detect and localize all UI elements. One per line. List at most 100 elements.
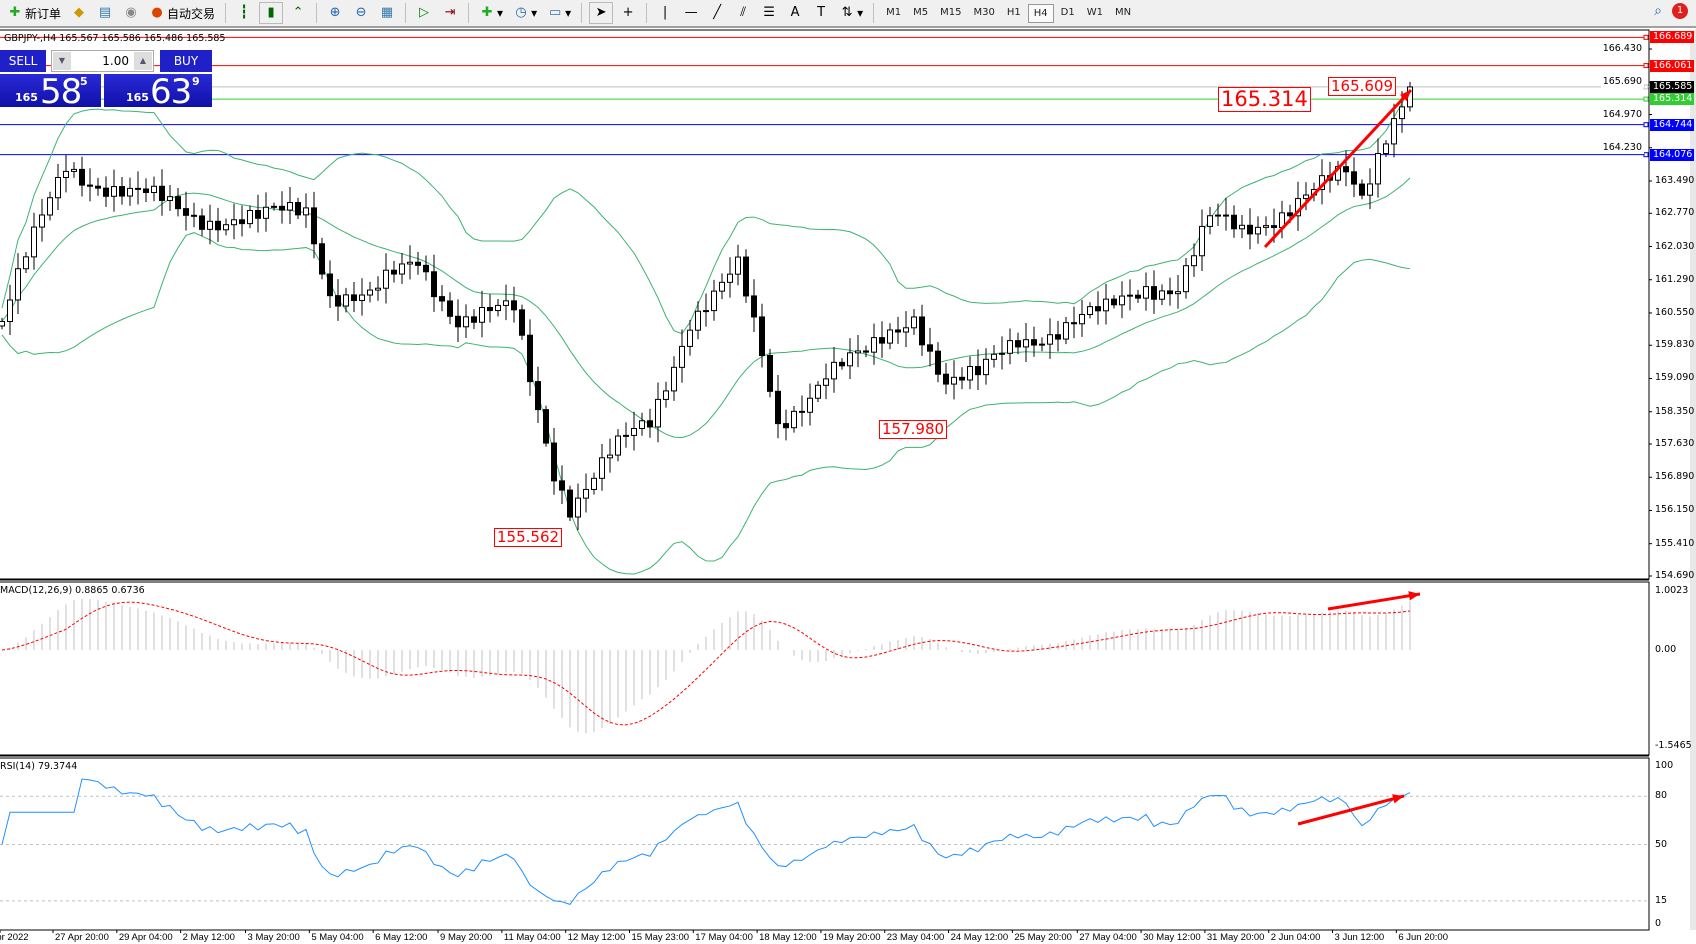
candle <box>911 316 917 329</box>
timeframe-d1[interactable]: D1 <box>1060 6 1075 18</box>
timeframe-m1[interactable]: M1 <box>886 6 902 18</box>
candlestick-button[interactable]: ▮ <box>259 2 284 24</box>
horizontal-line-button[interactable]: — <box>680 2 702 24</box>
candle <box>47 197 53 216</box>
candle <box>647 420 653 428</box>
periods-button[interactable]: ◷ ▾ <box>510 2 540 24</box>
timeframe-h1[interactable]: H1 <box>1006 6 1021 18</box>
zoom-out-button[interactable]: ⊖ <box>350 2 372 24</box>
time-axis-label: 12 May 12:00 <box>567 932 626 943</box>
candle <box>863 350 869 353</box>
autoscroll-button[interactable]: ▷ <box>413 2 435 24</box>
trendline-button[interactable]: ╱ <box>706 2 728 24</box>
candle <box>111 186 117 197</box>
navigator-button[interactable]: ▤ <box>94 2 116 24</box>
candle <box>1367 183 1373 196</box>
candle <box>423 264 429 273</box>
crosshair-icon: + <box>622 5 634 20</box>
candle <box>663 390 669 400</box>
price-axis-label: 156.890 <box>1655 471 1695 483</box>
candle <box>431 271 437 298</box>
text-button[interactable]: A <box>784 2 806 24</box>
chart-shift-button[interactable]: ⇥ <box>439 2 461 24</box>
price-line-tag: 165.585 <box>1650 80 1694 93</box>
price-callout[interactable]: 165.609 <box>1328 77 1397 96</box>
crosshair-button[interactable]: + <box>617 2 639 24</box>
arrows-button[interactable]: ⇅ ▾ <box>836 2 866 24</box>
zoom-in-button[interactable]: ⊕ <box>324 2 346 24</box>
indicators-button[interactable]: ✚ ▾ <box>476 2 506 24</box>
lot-value[interactable]: 1.00 <box>102 54 129 68</box>
price-callout[interactable]: 155.562 <box>494 528 563 547</box>
timeframe-m30[interactable]: M30 <box>973 6 995 18</box>
text-label-button[interactable]: T <box>810 2 832 24</box>
signals-button[interactable]: ◉ <box>120 2 142 24</box>
candle <box>287 202 293 211</box>
candle <box>1255 226 1261 235</box>
sell-price[interactable]: 165 58 5 <box>0 72 101 112</box>
lot-increase-button[interactable]: ▲ <box>134 52 152 70</box>
separator <box>873 3 875 23</box>
horizontal-line-icon: — <box>684 5 698 20</box>
buy-price[interactable]: 165 63 9 <box>104 72 212 112</box>
separator <box>646 3 648 23</box>
candle <box>711 290 717 312</box>
rsi-label: RSI(14) 79.3744 <box>0 761 78 772</box>
auto-trading-icon: ● <box>151 5 163 20</box>
fibonacci-button[interactable]: ☰ <box>758 2 780 24</box>
buy-button[interactable]: BUY <box>160 50 212 72</box>
price-callout[interactable]: 157.980 <box>879 420 948 439</box>
candle <box>327 273 333 297</box>
macd-arrow <box>1327 592 1421 611</box>
trend-arrow <box>1263 88 1413 249</box>
auto-trading-button[interactable]: ● 自动交易 <box>146 2 218 24</box>
vertical-line-button[interactable]: | <box>654 2 676 24</box>
candle <box>1231 214 1237 230</box>
candle <box>1127 294 1133 297</box>
timeframe-w1[interactable]: W1 <box>1086 6 1103 18</box>
market-watch-button[interactable]: ◆ <box>68 2 90 24</box>
candle <box>71 168 77 172</box>
search-icon[interactable]: ⌕ <box>1654 3 1662 19</box>
dropdown-arrow-icon: ▾ <box>565 6 572 20</box>
time-axis-label: 29 Apr 04:00 <box>118 932 173 943</box>
cursor-button[interactable]: ➤ <box>589 2 614 24</box>
price-callout[interactable]: 165.314 <box>1218 87 1311 112</box>
templates-button[interactable]: ▭ ▾ <box>544 2 574 24</box>
price-axis-label: 162.770 <box>1655 207 1695 219</box>
sell-button[interactable]: SELL <box>0 50 46 72</box>
price-axis-label: 154.690 <box>1655 570 1695 581</box>
timeframe-mn[interactable]: MN <box>1114 6 1132 18</box>
candle <box>999 352 1005 355</box>
line-handle <box>1643 122 1649 128</box>
candle <box>1287 212 1293 217</box>
candle <box>383 269 389 289</box>
candle <box>1271 225 1277 228</box>
candle <box>919 316 925 346</box>
candle <box>399 263 405 275</box>
notification-badge[interactable]: 1 <box>1672 3 1688 19</box>
time-axis-label: 3 Jun 12:00 <box>1334 932 1385 943</box>
timeframe-h4[interactable]: H4 <box>1027 3 1054 23</box>
candle <box>279 205 285 211</box>
bollinger-upper <box>1 87 1411 335</box>
candle <box>631 428 637 436</box>
timeframe-m5[interactable]: M5 <box>913 6 929 18</box>
equidistant-channel-button[interactable]: ⫽ <box>732 2 754 24</box>
new-order-button[interactable]: ✚ 新订单 <box>4 2 64 24</box>
time-axis-label: 23 May 04:00 <box>886 932 945 943</box>
line-chart-button[interactable]: ⌃ <box>287 2 309 24</box>
separator <box>405 3 407 23</box>
candle <box>1359 183 1365 196</box>
timeframe-m15[interactable]: M15 <box>940 6 962 18</box>
candle <box>679 345 685 368</box>
lot-size-input[interactable]: ▼ 1.00 ▲ <box>51 50 154 72</box>
tile-windows-button[interactable]: ▦ <box>376 2 398 24</box>
bar-chart-button[interactable]: ┇ <box>233 2 255 24</box>
tile-icon: ▦ <box>380 5 394 20</box>
candle <box>839 361 845 367</box>
candle <box>703 310 709 313</box>
candle <box>599 457 605 479</box>
lot-decrease-button[interactable]: ▼ <box>53 52 71 70</box>
